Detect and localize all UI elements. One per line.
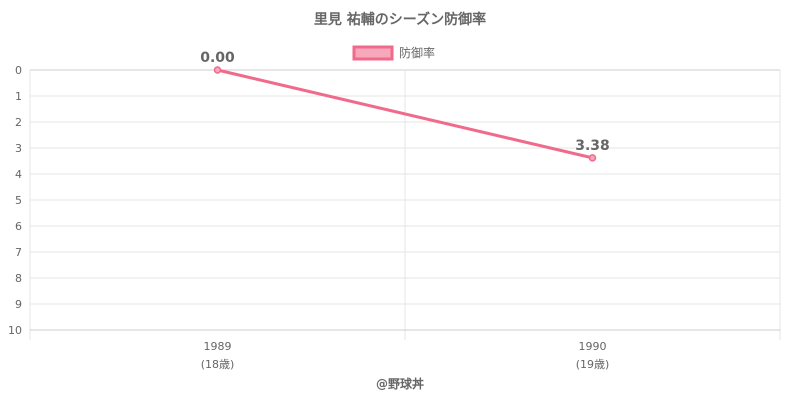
legend-label: 防御率 — [399, 45, 435, 60]
y-tick-label: 5 — [15, 194, 22, 207]
data-point[interactable] — [588, 154, 597, 162]
x-tick-sublabel: (18歳) — [201, 358, 235, 371]
y-tick-label: 1 — [15, 90, 22, 103]
y-tick-label: 0 — [15, 64, 22, 77]
series-layer: 0.00 3.38 — [200, 50, 610, 162]
y-tick-label: 8 — [15, 272, 22, 285]
credit-text: @野球丼 — [376, 376, 424, 391]
y-tick-label: 4 — [15, 168, 22, 181]
x-tick-sublabel: (19歳) — [576, 358, 610, 371]
x-axis-ticks: 1989 (18歳) 1990 (19歳) — [201, 340, 610, 371]
y-tick-label: 7 — [15, 246, 22, 259]
chart-title: 里見 祐輔のシーズン防御率 — [314, 11, 486, 28]
legend-swatch — [352, 45, 394, 61]
x-tick-label: 1990 — [579, 340, 607, 353]
legend[interactable]: 防御率 — [352, 45, 435, 61]
series-line — [217, 68, 593, 160]
y-tick-label: 6 — [15, 220, 22, 233]
y-tick-label: 2 — [15, 116, 22, 129]
y-axis-ticks: 0 1 2 3 4 5 6 7 8 9 10 — [8, 64, 22, 337]
y-tick-label: 9 — [15, 298, 22, 311]
y-tick-label: 3 — [15, 142, 22, 155]
x-tick-label: 1989 — [204, 340, 232, 353]
y-tick-label: 10 — [8, 324, 22, 337]
data-point[interactable] — [213, 66, 222, 74]
data-label: 3.38 — [575, 138, 610, 154]
grid — [29, 69, 781, 340]
data-label: 0.00 — [200, 50, 235, 66]
